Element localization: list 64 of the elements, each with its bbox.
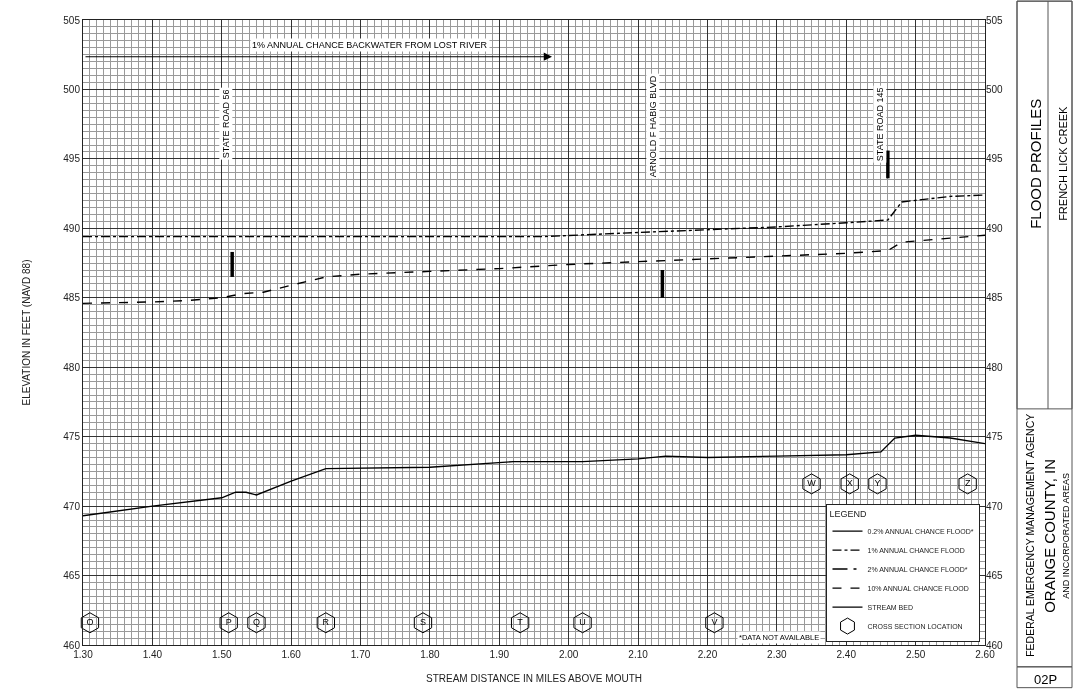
annotation: STATE ROAD 145 <box>874 87 885 162</box>
y-tick-label: 460 <box>63 639 81 651</box>
y-axis-title: ELEVATION IN FEET (NAVD 88) <box>21 259 33 406</box>
text: FEDERAL EMERGENCY MANAGEMENT AGENCY <box>1024 413 1037 657</box>
y2-tick-label: 470 <box>986 500 1004 512</box>
text: ORANGE COUNTY, IN <box>1041 458 1059 613</box>
data-label: X <box>846 478 853 489</box>
y-tick-label: 470 <box>63 500 81 512</box>
x-tick-label: 2.20 <box>697 649 718 660</box>
bar <box>230 251 234 277</box>
text: AND INCORPORATED AREAS <box>1061 473 1072 599</box>
data-label: Y <box>874 478 881 489</box>
annotation: 1% ANNUAL CHANCE BACKWATER FROM LOST RIVER <box>252 40 488 50</box>
annotation: ARNOLD F HABIG BLVD <box>647 75 658 178</box>
y-tick-label: 500 <box>63 83 81 95</box>
data-label: R <box>322 617 330 628</box>
data-label: P <box>225 617 232 628</box>
y-tick-label: 480 <box>63 361 81 373</box>
x-tick-label: 1.70 <box>350 649 371 660</box>
data-label: T <box>517 617 524 628</box>
y-tick-label: 490 <box>63 222 81 234</box>
x-tick-label: 1.30 <box>73 649 94 660</box>
data-label: O <box>86 617 94 628</box>
x-tick-label: 2.60 <box>975 649 996 660</box>
legend-title: LEGEND <box>829 508 867 519</box>
x-tick-label: 1.90 <box>489 649 510 660</box>
x-axis-title: STREAM DISTANCE IN MILES ABOVE MOUTH <box>426 672 642 684</box>
y2-tick-label: 490 <box>986 222 1004 234</box>
x-tick-label: 1.60 <box>281 649 302 660</box>
y2-tick-label: 465 <box>986 570 1004 582</box>
y-tick-label: 465 <box>63 570 81 582</box>
y-tick-label: 495 <box>63 153 81 165</box>
data-label: W <box>807 478 817 489</box>
data-label: S <box>419 617 426 628</box>
line-series <box>83 434 985 517</box>
y-tick-label: 505 <box>63 14 81 26</box>
text: FRENCH LICK CREEK <box>1057 105 1070 221</box>
y2-tick-label: 505 <box>986 14 1004 26</box>
y2-tick-label: 485 <box>986 292 1004 304</box>
data-label: V <box>711 617 718 628</box>
x-tick-label: 1.80 <box>420 649 441 660</box>
bar <box>886 150 890 179</box>
y2-tick-label: 500 <box>986 83 1004 95</box>
y-tick-label: 475 <box>63 431 81 443</box>
text: 02P <box>1034 672 1058 687</box>
x-tick-label: 2.10 <box>628 649 649 660</box>
annotation: STATE ROAD 56 <box>220 89 231 159</box>
data-label: Q <box>252 617 260 628</box>
text: FLOOD PROFILES <box>1027 98 1045 229</box>
y2-tick-label: 480 <box>986 361 1004 373</box>
y2-tick-label: 475 <box>986 431 1004 443</box>
x-tick-label: 2.00 <box>558 649 579 660</box>
data-label: Z <box>964 478 971 489</box>
y-tick-label: 485 <box>63 292 81 304</box>
line-series <box>83 234 985 305</box>
y2-tick-label: 495 <box>986 153 1004 165</box>
x-tick-label: 1.50 <box>212 649 232 660</box>
line-series <box>83 194 985 238</box>
x-tick-label: 2.50 <box>905 649 926 660</box>
data-label: U <box>579 617 586 628</box>
x-tick-label: 1.40 <box>142 649 163 660</box>
y2-tick-label: 460 <box>986 639 1004 651</box>
x-tick-label: 2.40 <box>836 649 857 660</box>
x-tick-label: 2.30 <box>767 649 788 660</box>
